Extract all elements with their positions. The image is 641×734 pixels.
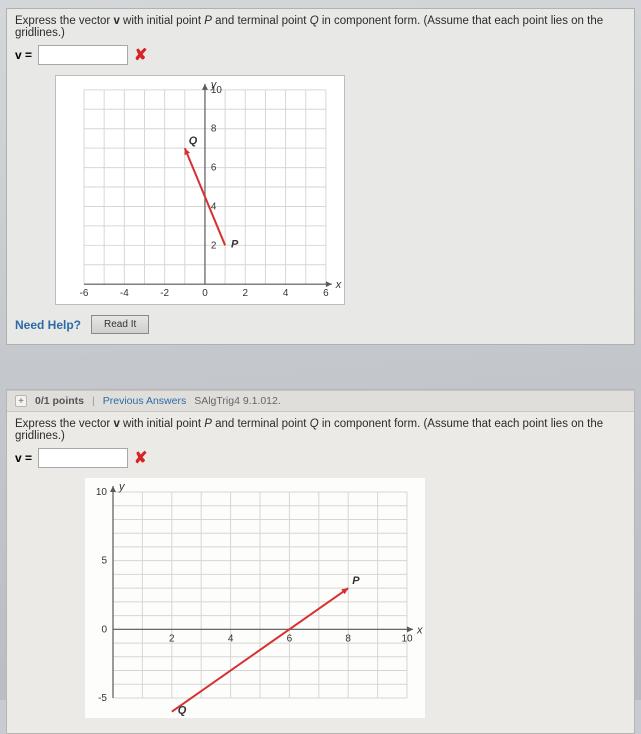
meta-reference: SAlgTrig4 9.1.012.: [194, 395, 281, 407]
q2-prompt-pre: Express the vector: [15, 418, 113, 430]
svg-text:8: 8: [345, 633, 351, 644]
q2-answer-input[interactable]: [38, 448, 128, 468]
meta-previous-answers[interactable]: Previous Answers: [103, 395, 186, 407]
q1-graph-container: -6-4-20246246810xyPQ: [15, 75, 626, 305]
svg-text:2: 2: [169, 633, 175, 644]
expand-icon[interactable]: [15, 395, 27, 407]
svg-text:4: 4: [228, 633, 234, 644]
question-1-panel: Express the vector v with initial point …: [6, 8, 635, 345]
svg-text:-4: -4: [120, 288, 129, 299]
need-help-row: Need Help? Read It: [15, 315, 626, 334]
read-it-button[interactable]: Read It: [91, 315, 149, 334]
svg-text:y: y: [210, 79, 217, 91]
svg-text:Q: Q: [178, 705, 187, 717]
q1-answer-row: v = ✘: [15, 45, 626, 65]
q2-prompt-mid1: with initial point: [120, 418, 204, 430]
need-help-label: Need Help?: [15, 318, 81, 332]
svg-text:2: 2: [211, 240, 217, 251]
q2-graph-container: 246810-50510xyQP: [15, 478, 626, 723]
question-2-prompt: Express the vector v with initial point …: [15, 418, 626, 442]
question-2-panel: 0/1 points | Previous Answers SAlgTrig4 …: [6, 389, 635, 734]
svg-text:P: P: [231, 238, 239, 250]
q2-graph: 246810-50510xyQP: [85, 478, 425, 718]
svg-text:0: 0: [101, 624, 107, 635]
q2-prompt-q: Q: [310, 418, 319, 430]
q2-prompt-p: P: [204, 418, 212, 430]
question-1-prompt: Express the vector v with initial point …: [15, 15, 626, 39]
meta-bar: 0/1 points | Previous Answers SAlgTrig4 …: [7, 390, 634, 412]
q1-prompt-q: Q: [310, 15, 319, 27]
svg-text:P: P: [352, 575, 360, 587]
svg-text:x: x: [416, 624, 423, 636]
q1-graph: -6-4-20246246810xyPQ: [55, 75, 345, 305]
incorrect-icon: ✘: [134, 45, 147, 65]
svg-text:-6: -6: [80, 288, 89, 299]
svg-text:Q: Q: [189, 135, 198, 147]
q2-answer-label: v =: [15, 451, 32, 465]
q1-prompt-mid2: and terminal point: [212, 15, 310, 27]
svg-text:10: 10: [401, 633, 413, 644]
svg-text:10: 10: [96, 487, 108, 498]
page: Express the vector v with initial point …: [0, 0, 641, 700]
q1-prompt-mid1: with initial point: [120, 15, 204, 27]
svg-text:6: 6: [211, 163, 217, 174]
q1-prompt-p: P: [204, 15, 212, 27]
svg-text:4: 4: [283, 288, 289, 299]
q2-answer-row: v = ✘: [15, 448, 626, 468]
meta-points: 0/1 points: [35, 395, 84, 407]
svg-text:-2: -2: [160, 288, 169, 299]
q1-answer-input[interactable]: [38, 45, 128, 65]
q1-prompt-pre: Express the vector: [15, 15, 113, 27]
svg-text:0: 0: [202, 288, 208, 299]
svg-text:5: 5: [101, 556, 107, 567]
incorrect-icon: ✘: [134, 448, 147, 468]
svg-text:6: 6: [287, 633, 293, 644]
q2-prompt-mid2: and terminal point: [212, 418, 310, 430]
q1-answer-label: v =: [15, 48, 32, 62]
svg-text:2: 2: [243, 288, 249, 299]
svg-text:6: 6: [323, 288, 329, 299]
svg-text:-5: -5: [98, 693, 107, 704]
meta-sep: |: [92, 395, 95, 407]
svg-text:8: 8: [211, 124, 217, 135]
svg-text:x: x: [335, 279, 342, 291]
